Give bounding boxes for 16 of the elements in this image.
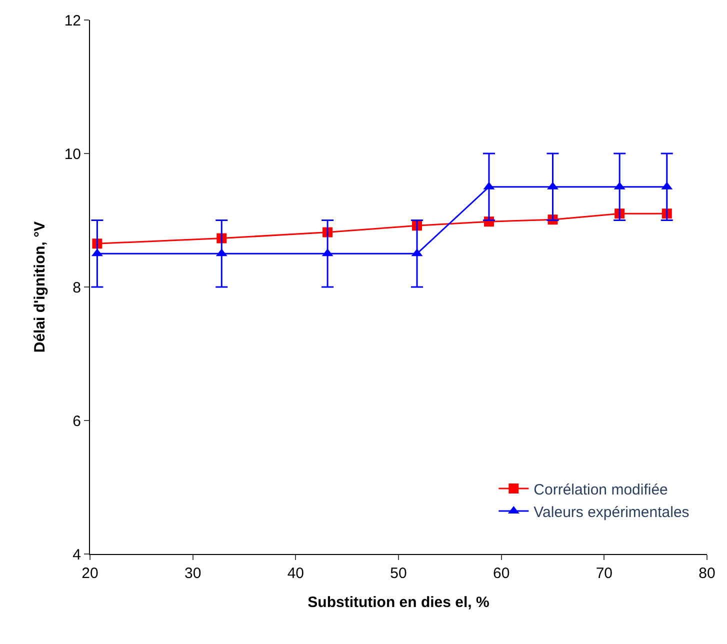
x-tick-label: 50 xyxy=(390,565,407,582)
y-axis-title: Délai d'ignition, °V xyxy=(32,221,49,353)
y-tick-label: 10 xyxy=(64,146,81,163)
x-tick-label: 20 xyxy=(82,565,98,582)
y-tick-label: 8 xyxy=(72,279,81,296)
x-tick-label: 70 xyxy=(596,565,613,582)
legend-label: Corrélation modifiée xyxy=(534,481,668,498)
x-tick-label: 60 xyxy=(492,565,510,582)
y-tick-label: 6 xyxy=(72,412,81,430)
legend-label: Valeurs expérimentales xyxy=(534,504,690,521)
x-tick-label: 80 xyxy=(698,565,716,582)
x-tick-label: 30 xyxy=(184,565,202,582)
y-tick-label: 12 xyxy=(64,12,81,30)
x-tick-label: 40 xyxy=(287,565,304,582)
y-tick-label: 4 xyxy=(72,546,81,564)
x-axis-title: Substitution en dies el, % xyxy=(308,594,490,611)
